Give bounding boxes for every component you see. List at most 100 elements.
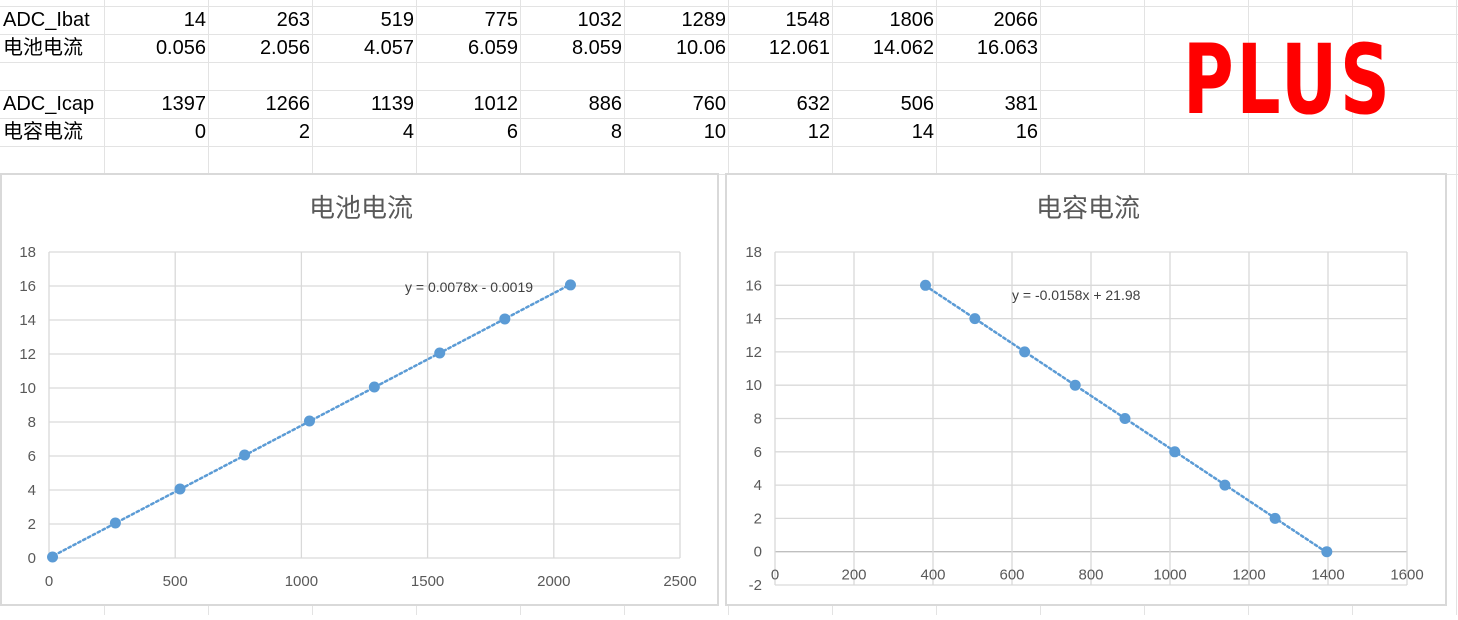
- y-tick-label: -2: [749, 577, 762, 594]
- y-tick-label: 16: [19, 278, 36, 295]
- x-tick-label: 2000: [537, 573, 570, 590]
- cell-value[interactable]: 1397: [161, 93, 207, 115]
- y-tick-label: 12: [19, 346, 36, 363]
- cell-value[interactable]: 8.059: [571, 37, 622, 59]
- data-point[interactable]: [969, 313, 981, 325]
- cell-value[interactable]: 10: [703, 121, 726, 143]
- x-tick-label: 600: [999, 567, 1024, 584]
- x-tick-label: 0: [771, 567, 779, 584]
- cell-value[interactable]: 12: [807, 121, 830, 143]
- cell-value[interactable]: 2: [298, 121, 310, 143]
- cell-value[interactable]: 1289: [681, 9, 727, 31]
- data-point[interactable]: [239, 449, 251, 461]
- x-tick-label: 1000: [1153, 567, 1186, 584]
- cell-value[interactable]: 1806: [889, 9, 935, 31]
- cell-value[interactable]: 1548: [785, 9, 831, 31]
- y-tick-label: 8: [754, 411, 762, 428]
- cell-value[interactable]: 2.056: [259, 37, 310, 59]
- y-tick-label: 18: [745, 244, 762, 261]
- data-point[interactable]: [368, 381, 380, 393]
- data-point[interactable]: [499, 313, 511, 325]
- x-tick-label: 1200: [1232, 567, 1265, 584]
- trendline-equation: y = 0.0078x - 0.0019: [405, 279, 533, 295]
- cell-value[interactable]: 1032: [577, 9, 623, 31]
- data-point[interactable]: [303, 415, 315, 427]
- x-tick-label: 200: [841, 567, 866, 584]
- x-tick-label: 0: [45, 573, 53, 590]
- data-point[interactable]: [1019, 346, 1031, 358]
- cell-value[interactable]: 6: [506, 121, 518, 143]
- cell-value[interactable]: 0.056: [155, 37, 206, 59]
- cell-value[interactable]: 12.061: [768, 37, 830, 59]
- data-point[interactable]: [109, 517, 121, 529]
- y-tick-label: 2: [754, 510, 762, 527]
- row-label[interactable]: ADC_Ibat: [3, 9, 90, 31]
- x-tick-label: 400: [920, 567, 945, 584]
- y-tick-label: 8: [28, 414, 36, 431]
- cell-value[interactable]: 1266: [265, 93, 311, 115]
- y-tick-label: 18: [19, 244, 36, 261]
- cell-value[interactable]: 632: [796, 93, 830, 115]
- cell-value[interactable]: 2066: [993, 9, 1039, 31]
- cell-value[interactable]: 775: [484, 9, 518, 31]
- data-point[interactable]: [1269, 512, 1281, 524]
- cell-value[interactable]: 519: [380, 9, 414, 31]
- battery-current-chart-svg: 电池电流 0 2 4 6 8 10 12 14 16 18 0 500 1000 1500 2000 2500 y…: [19, 194, 696, 590]
- x-tick-label: 2500: [663, 573, 696, 590]
- x-tick-label: 1600: [1390, 567, 1423, 584]
- capacitor-current-chart-svg: 电容电流 -2 0 2 4 6 8 10 12 14 16 18 0 200 400 600 800 1000 12…: [745, 194, 1423, 594]
- data-point[interactable]: [1219, 479, 1231, 491]
- cell-value[interactable]: 1139: [370, 93, 414, 115]
- data-point[interactable]: [47, 551, 59, 563]
- data-point[interactable]: [1119, 413, 1131, 424]
- cell-value[interactable]: 6.059: [467, 37, 518, 59]
- trendline-equation: y = -0.0158x + 21.98: [1012, 287, 1141, 303]
- cell-value[interactable]: 381: [1004, 93, 1038, 115]
- y-tick-label: 14: [19, 312, 36, 329]
- data-point[interactable]: [1069, 379, 1081, 391]
- cell-value[interactable]: 1012: [473, 93, 519, 115]
- data-point[interactable]: [1321, 546, 1333, 558]
- data-point[interactable]: [1169, 446, 1181, 458]
- cell-value[interactable]: 263: [276, 9, 310, 31]
- cell-value[interactable]: 4.057: [363, 37, 414, 59]
- cell-value[interactable]: 16.063: [976, 37, 1038, 59]
- y-tick-label: 12: [745, 344, 762, 361]
- data-point[interactable]: [919, 279, 931, 291]
- x-tick-label: 1400: [1311, 567, 1344, 584]
- row-label[interactable]: 电容电流: [3, 121, 83, 143]
- capacitor-current-chart[interactable]: 电容电流 -2 0 2 4 6 8 10 12 14 16 18 0 200 400 600 800 1000 12…: [725, 173, 1447, 606]
- x-tick-label: 800: [1078, 567, 1103, 584]
- y-tick-label: 2: [28, 516, 36, 533]
- x-tick-label: 500: [163, 573, 188, 590]
- cell-value[interactable]: 14: [911, 121, 934, 143]
- y-tick-label: 14: [745, 311, 762, 328]
- plus-logo: PLUS: [1183, 24, 1393, 136]
- cell-value[interactable]: 16: [1015, 121, 1038, 143]
- data-point[interactable]: [434, 347, 446, 359]
- row-label[interactable]: ADC_Icap: [3, 93, 95, 115]
- chart-title: 电容电流: [1036, 194, 1140, 224]
- cell-value[interactable]: 4: [402, 121, 414, 143]
- x-tick-label: 1500: [411, 573, 444, 590]
- y-tick-label: 10: [19, 380, 36, 397]
- cell-value[interactable]: 760: [692, 93, 726, 115]
- chart-title: 电池电流: [309, 194, 413, 224]
- y-tick-label: 6: [754, 444, 762, 461]
- battery-current-chart[interactable]: 电池电流 0 2 4 6 8 10 12 14 16 18 0 500 1000 1500 2000 2500 y…: [0, 173, 719, 606]
- row-label[interactable]: 电池电流: [3, 37, 83, 59]
- cell-value[interactable]: 0: [194, 121, 206, 143]
- y-tick-label: 0: [754, 544, 762, 561]
- data-point[interactable]: [564, 279, 576, 291]
- cell-value[interactable]: 886: [588, 93, 622, 115]
- cell-value[interactable]: 14.062: [872, 37, 934, 59]
- cell-value[interactable]: 10.06: [675, 37, 726, 59]
- x-tick-label: 1000: [285, 573, 318, 590]
- cell-value[interactable]: 506: [900, 93, 934, 115]
- cell-value[interactable]: 8: [610, 121, 622, 143]
- y-tick-label: 6: [28, 448, 36, 465]
- cell-value[interactable]: 14: [183, 9, 206, 31]
- y-tick-label: 4: [28, 482, 36, 499]
- data-point[interactable]: [174, 483, 186, 495]
- y-tick-label: 4: [754, 477, 762, 494]
